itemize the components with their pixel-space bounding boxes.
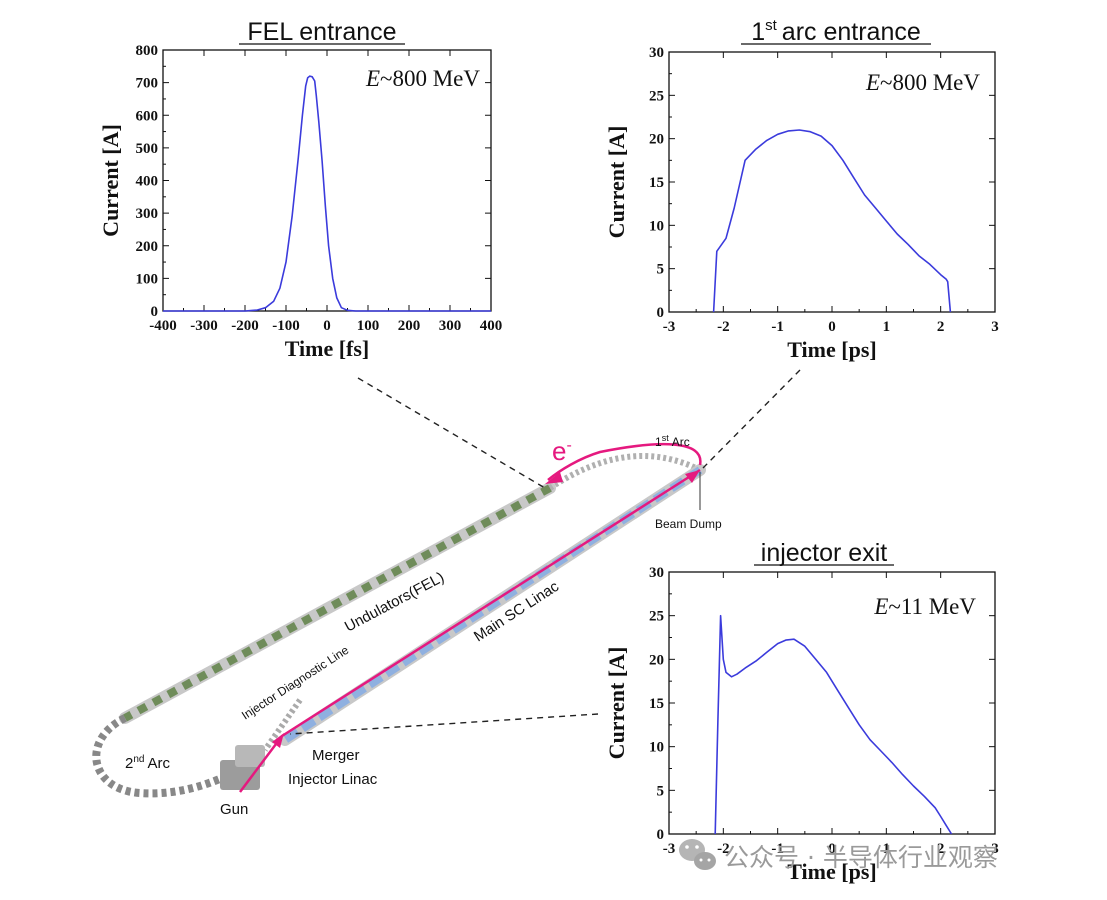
plot-injector-exit: injector exit-3 -2 -1 0 1 2 3051015202530Time …: [604, 539, 999, 884]
y-tick-label: 30: [649, 45, 664, 61]
x-tick-label: -200: [231, 318, 259, 334]
electron-label: e-: [552, 436, 572, 466]
injector-block: [235, 745, 265, 767]
injector-diagnostic-line: [262, 698, 303, 752]
watermark: 公众号 · 半导体行业观察: [679, 839, 998, 872]
current-profile-line: [712, 129, 952, 313]
x-tick-label: 100: [357, 318, 380, 334]
x-tick-label: -2: [717, 319, 730, 335]
x-tick-label: 1: [883, 841, 891, 857]
injector-linac-label: Injector Linac: [288, 771, 378, 788]
x-tick-label: 3: [991, 319, 999, 335]
y-tick-label: 500: [136, 141, 159, 157]
x-tick-label: 0: [828, 319, 836, 335]
y-tick-label: 15: [649, 175, 664, 191]
x-axis-label: Time [ps]: [787, 859, 876, 884]
gun-label: Gun: [220, 801, 248, 818]
x-tick-label: -1: [771, 841, 784, 857]
y-tick-label: 200: [136, 239, 159, 255]
y-tick-label: 700: [136, 76, 159, 92]
connector-fel: [357, 377, 546, 489]
beam-arrow-injector: [272, 733, 284, 748]
beam-arrow-linac: [685, 470, 700, 483]
x-tick-label: 3: [991, 841, 999, 857]
energy-annotation: E~800 MeV: [865, 70, 980, 95]
undulator-modules: [123, 484, 552, 722]
x-tick-label: 1: [883, 319, 891, 335]
x-tick-label: 0: [828, 841, 836, 857]
second-arc-magnets: [92, 714, 252, 798]
x-tick-label: 0: [323, 318, 331, 334]
x-tick-label: -2: [717, 841, 730, 857]
y-tick-label: 0: [151, 304, 159, 320]
x-tick-label: -3: [663, 841, 676, 857]
x-axis-label: Time [ps]: [787, 337, 876, 362]
y-tick-label: 20: [649, 652, 664, 668]
plot-fel-entrance: FEL entrance -400 -300 -200 -100 0 100 200 300 40…: [98, 18, 502, 361]
y-tick-label: 100: [136, 271, 159, 287]
y-tick-label: 5: [657, 783, 665, 799]
y-tick-label: 30: [649, 565, 664, 581]
y-tick-label: 600: [136, 108, 159, 124]
y-tick-label: 0: [657, 827, 665, 843]
watermark-text: 公众号 · 半导体行业观察: [724, 843, 998, 872]
plot-title: injector exit: [761, 539, 887, 567]
gun-block: [220, 760, 260, 790]
x-tick-label: -300: [190, 318, 218, 334]
y-tick-label: 15: [649, 696, 664, 712]
x-tick-label: 200: [398, 318, 421, 334]
y-tick-label: 25: [649, 609, 664, 625]
energy-annotation: E~800 MeV: [365, 66, 480, 91]
connector-injector: [289, 713, 599, 735]
x-axis-label: Time [fs]: [285, 336, 370, 361]
y-tick-label: 300: [136, 206, 159, 222]
accelerator-diagram: e- 1st Arc Beam Dump Undulators(FEL) Main…: [92, 369, 801, 818]
merger-label: Merger: [312, 747, 360, 764]
y-tick-label: 25: [649, 88, 664, 104]
energy-annotation: E~11 MeV: [873, 594, 976, 619]
x-tick-label: 2: [937, 841, 945, 857]
plot-title: FEL entrance: [247, 18, 396, 46]
y-tick-label: 400: [136, 174, 159, 190]
first-arc-magnets: [548, 453, 702, 491]
y-tick-label: 0: [657, 305, 665, 321]
x-tick-label: 300: [439, 318, 462, 334]
second-arc-label: 2nd Arc: [125, 754, 170, 772]
x-tick-label: -1: [771, 319, 784, 335]
x-tick-label: -100: [272, 318, 300, 334]
connector-arc: [702, 369, 801, 469]
plot-title: 1st arc entrance: [751, 17, 921, 46]
x-tick-label: 400: [480, 318, 503, 334]
x-tick-label: -3: [663, 319, 676, 335]
beam-path-arc: [547, 442, 702, 481]
x-tick-label: -400: [149, 318, 177, 334]
y-tick-label: 20: [649, 132, 664, 148]
current-profile-line: [163, 75, 491, 312]
beam-arrow-arc: [545, 472, 563, 484]
y-tick-label: 10: [649, 740, 664, 756]
y-tick-label: 10: [649, 218, 664, 234]
first-arc-label: 1st Arc: [655, 433, 690, 449]
plot-first-arc-entrance: 1st arc entrance-3 -2 -1 0 1 2 3051015202530Tim…: [604, 17, 999, 362]
y-axis-label: Current [A]: [604, 647, 629, 760]
beam-dump-label: Beam Dump: [655, 517, 722, 531]
x-tick-label: 2: [937, 319, 945, 335]
y-tick-label: 5: [657, 262, 665, 278]
y-tick-label: 800: [136, 43, 159, 59]
wechat-icon: [679, 839, 716, 870]
current-profile-line: [714, 614, 953, 835]
y-axis-label: Current [A]: [98, 124, 123, 237]
y-axis-label: Current [A]: [604, 126, 629, 239]
